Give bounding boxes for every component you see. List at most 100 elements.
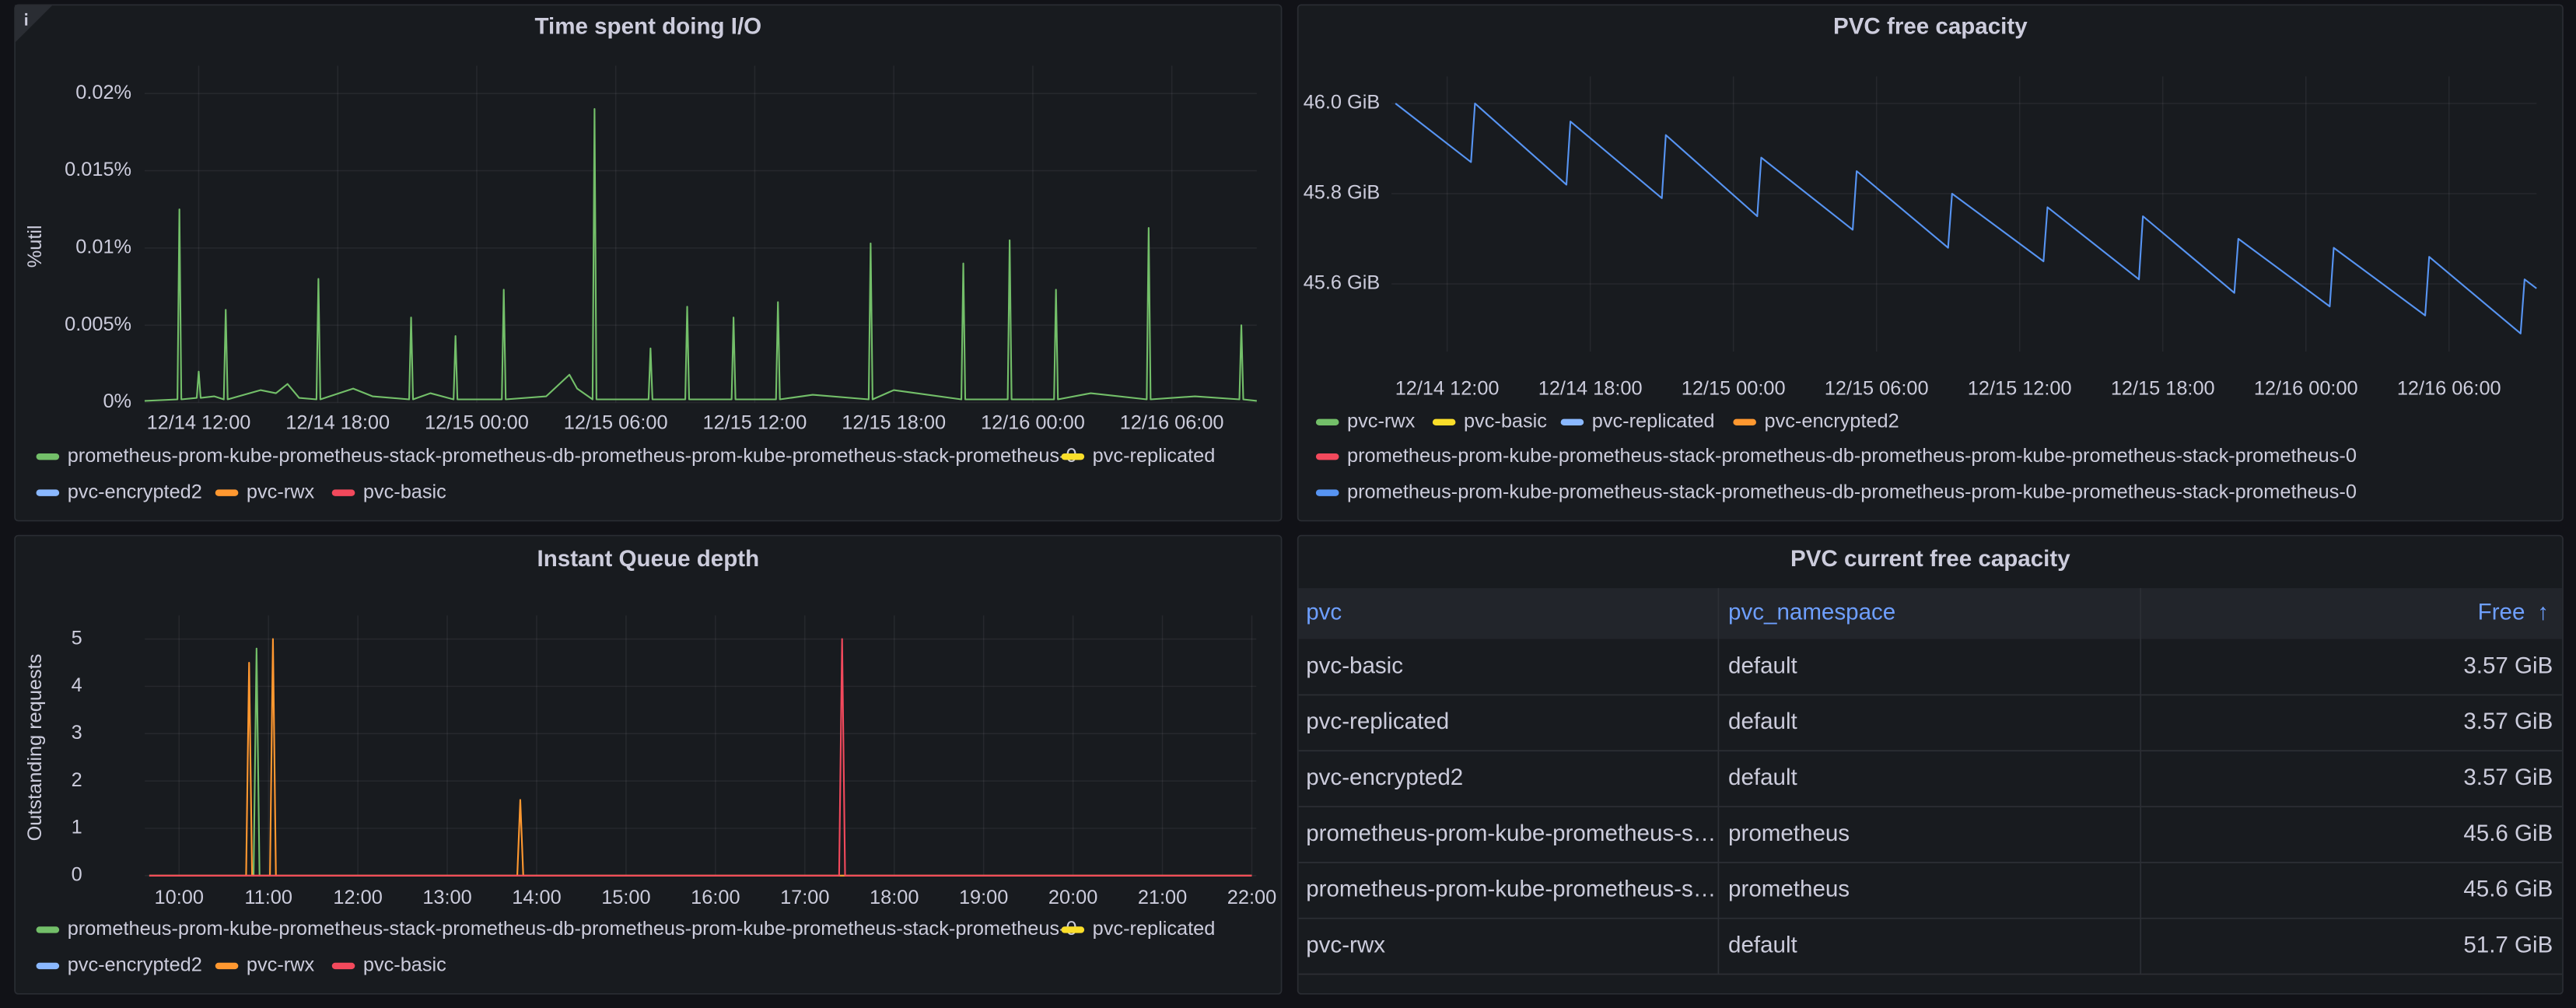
cell: default [1728, 653, 1797, 678]
cell: 45.6 GiB [2463, 821, 2553, 846]
sort-icon: ↑ [2537, 600, 2549, 625]
info-icon[interactable] [15, 5, 53, 43]
x-tick-label: 12/15 00:00 [425, 412, 529, 434]
x-tick-label: 12/15 18:00 [2111, 377, 2215, 399]
cell: default [1728, 709, 1797, 734]
y-tick-label: 0% [103, 390, 131, 412]
legend-swatch[interactable] [36, 453, 60, 460]
y-tick-label: 3 [72, 722, 82, 744]
y-tick-label: 5 [72, 627, 82, 649]
x-tick-label: 12/15 18:00 [842, 412, 946, 434]
x-tick-label: 22:00 [1227, 887, 1276, 908]
cell: 3.57 GiB [2463, 765, 2553, 790]
panel-title: Time spent doing I/O [534, 14, 761, 40]
legend-label[interactable]: pvc-replicated [1093, 918, 1216, 940]
legend-label[interactable]: pvc-encrypted2 [68, 954, 202, 976]
x-tick-label: 18:00 [870, 887, 919, 908]
legend-swatch[interactable] [1315, 489, 1339, 496]
x-tick-label: 12/16 06:00 [2397, 377, 2501, 399]
x-tick-label: 21:00 [1138, 887, 1187, 908]
legend-label[interactable]: pvc-encrypted2 [68, 481, 202, 502]
cell: default [1728, 765, 1797, 790]
x-tick-label: 19:00 [959, 887, 1008, 908]
x-tick-label: 11:00 [244, 887, 292, 908]
series-line [144, 108, 1257, 402]
column-header[interactable]: pvc [1306, 600, 1342, 625]
legend-label[interactable]: prometheus-prom-kube-prometheus-stack-pr… [1347, 481, 2357, 502]
x-tick-label: 17:00 [780, 887, 829, 908]
legend-swatch[interactable] [1061, 453, 1085, 460]
y-axis-title: Outstanding requests [24, 654, 46, 842]
legend-swatch[interactable] [36, 926, 60, 933]
legend-swatch[interactable] [1733, 418, 1756, 426]
x-tick-label: 12/14 12:00 [1395, 377, 1500, 399]
cell: prometheus [1728, 877, 1850, 902]
legend-label[interactable]: pvc-rwx [247, 954, 315, 976]
series-line [149, 638, 1252, 877]
y-tick-label: 0.02% [75, 82, 131, 103]
legend-label[interactable]: pvc-rwx [247, 481, 315, 502]
y-tick-label: 2 [72, 769, 82, 791]
legend-swatch[interactable] [1432, 418, 1456, 426]
legend-label[interactable]: pvc-basic [363, 954, 446, 976]
cell: pvc-basic [1306, 653, 1403, 678]
x-tick-label: 12/15 12:00 [1968, 377, 2072, 399]
panel [14, 534, 1283, 995]
legend-swatch[interactable] [215, 489, 239, 496]
y-tick-label: 45.8 GiB [1304, 182, 1381, 204]
y-tick-label: 0 [72, 863, 82, 885]
info-icon-dot [25, 12, 28, 16]
column-header[interactable]: pvc_namespace [1728, 600, 1895, 625]
x-tick-label: 12/16 00:00 [981, 412, 1085, 434]
table-header [1298, 588, 2562, 639]
legend-swatch[interactable] [1315, 453, 1339, 460]
legend-swatch[interactable] [331, 962, 355, 970]
x-tick-label: 16:00 [691, 887, 740, 908]
panel-title: PVC current free capacity [1790, 546, 2070, 572]
x-tick-label: 13:00 [422, 887, 471, 908]
panel [14, 4, 1283, 522]
legend-label[interactable]: prometheus-prom-kube-prometheus-stack-pr… [68, 918, 1077, 940]
x-tick-label: 15:00 [601, 887, 650, 908]
cell: prometheus-prom-kube-prometheus-s… [1306, 821, 1716, 846]
legend-label[interactable]: prometheus-prom-kube-prometheus-stack-pr… [1347, 445, 2357, 467]
legend-swatch[interactable] [36, 962, 60, 970]
legend-swatch[interactable] [215, 962, 239, 970]
cell: 45.6 GiB [2463, 877, 2553, 902]
y-tick-label: 4 [72, 674, 82, 696]
legend-label[interactable]: prometheus-prom-kube-prometheus-stack-pr… [68, 445, 1077, 467]
x-tick-label: 12/14 12:00 [147, 412, 251, 434]
legend-swatch[interactable] [1560, 418, 1584, 426]
legend-label[interactable]: pvc-replicated [1093, 445, 1216, 467]
cell: pvc-rwx [1306, 932, 1385, 957]
legend-label[interactable]: pvc-encrypted2 [1765, 411, 1899, 432]
y-tick-label: 46.0 GiB [1304, 92, 1381, 114]
series-line [1395, 102, 2537, 334]
panel [1297, 534, 2564, 995]
cell: default [1728, 932, 1797, 957]
legend-swatch[interactable] [1061, 926, 1085, 933]
cell: pvc-encrypted2 [1306, 765, 1463, 790]
legend-label[interactable]: pvc-basic [363, 481, 446, 502]
x-tick-label: 12/16 00:00 [2254, 377, 2358, 399]
x-tick-label: 20:00 [1048, 887, 1097, 908]
y-axis-title: %util [24, 225, 46, 268]
y-tick-label: 1 [72, 817, 82, 838]
x-tick-label: 12/14 18:00 [285, 412, 390, 434]
y-tick-label: 45.6 GiB [1304, 272, 1381, 294]
legend-swatch[interactable] [36, 489, 60, 496]
legend-swatch[interactable] [1315, 418, 1339, 426]
legend-label[interactable]: pvc-basic [1464, 411, 1547, 432]
y-tick-label: 0.005% [65, 313, 131, 335]
x-tick-label: 12:00 [333, 887, 382, 908]
panel-title: Instant Queue depth [537, 546, 760, 572]
legend-label[interactable]: pvc-replicated [1592, 411, 1715, 432]
column-header[interactable]: Free [2478, 600, 2525, 625]
panel-title: PVC free capacity [1833, 14, 2028, 40]
cell: prometheus [1728, 821, 1850, 846]
series-line [149, 638, 1252, 877]
x-tick-label: 12/15 06:00 [564, 412, 668, 434]
legend-label[interactable]: pvc-rwx [1347, 411, 1416, 432]
legend-swatch[interactable] [331, 489, 355, 496]
